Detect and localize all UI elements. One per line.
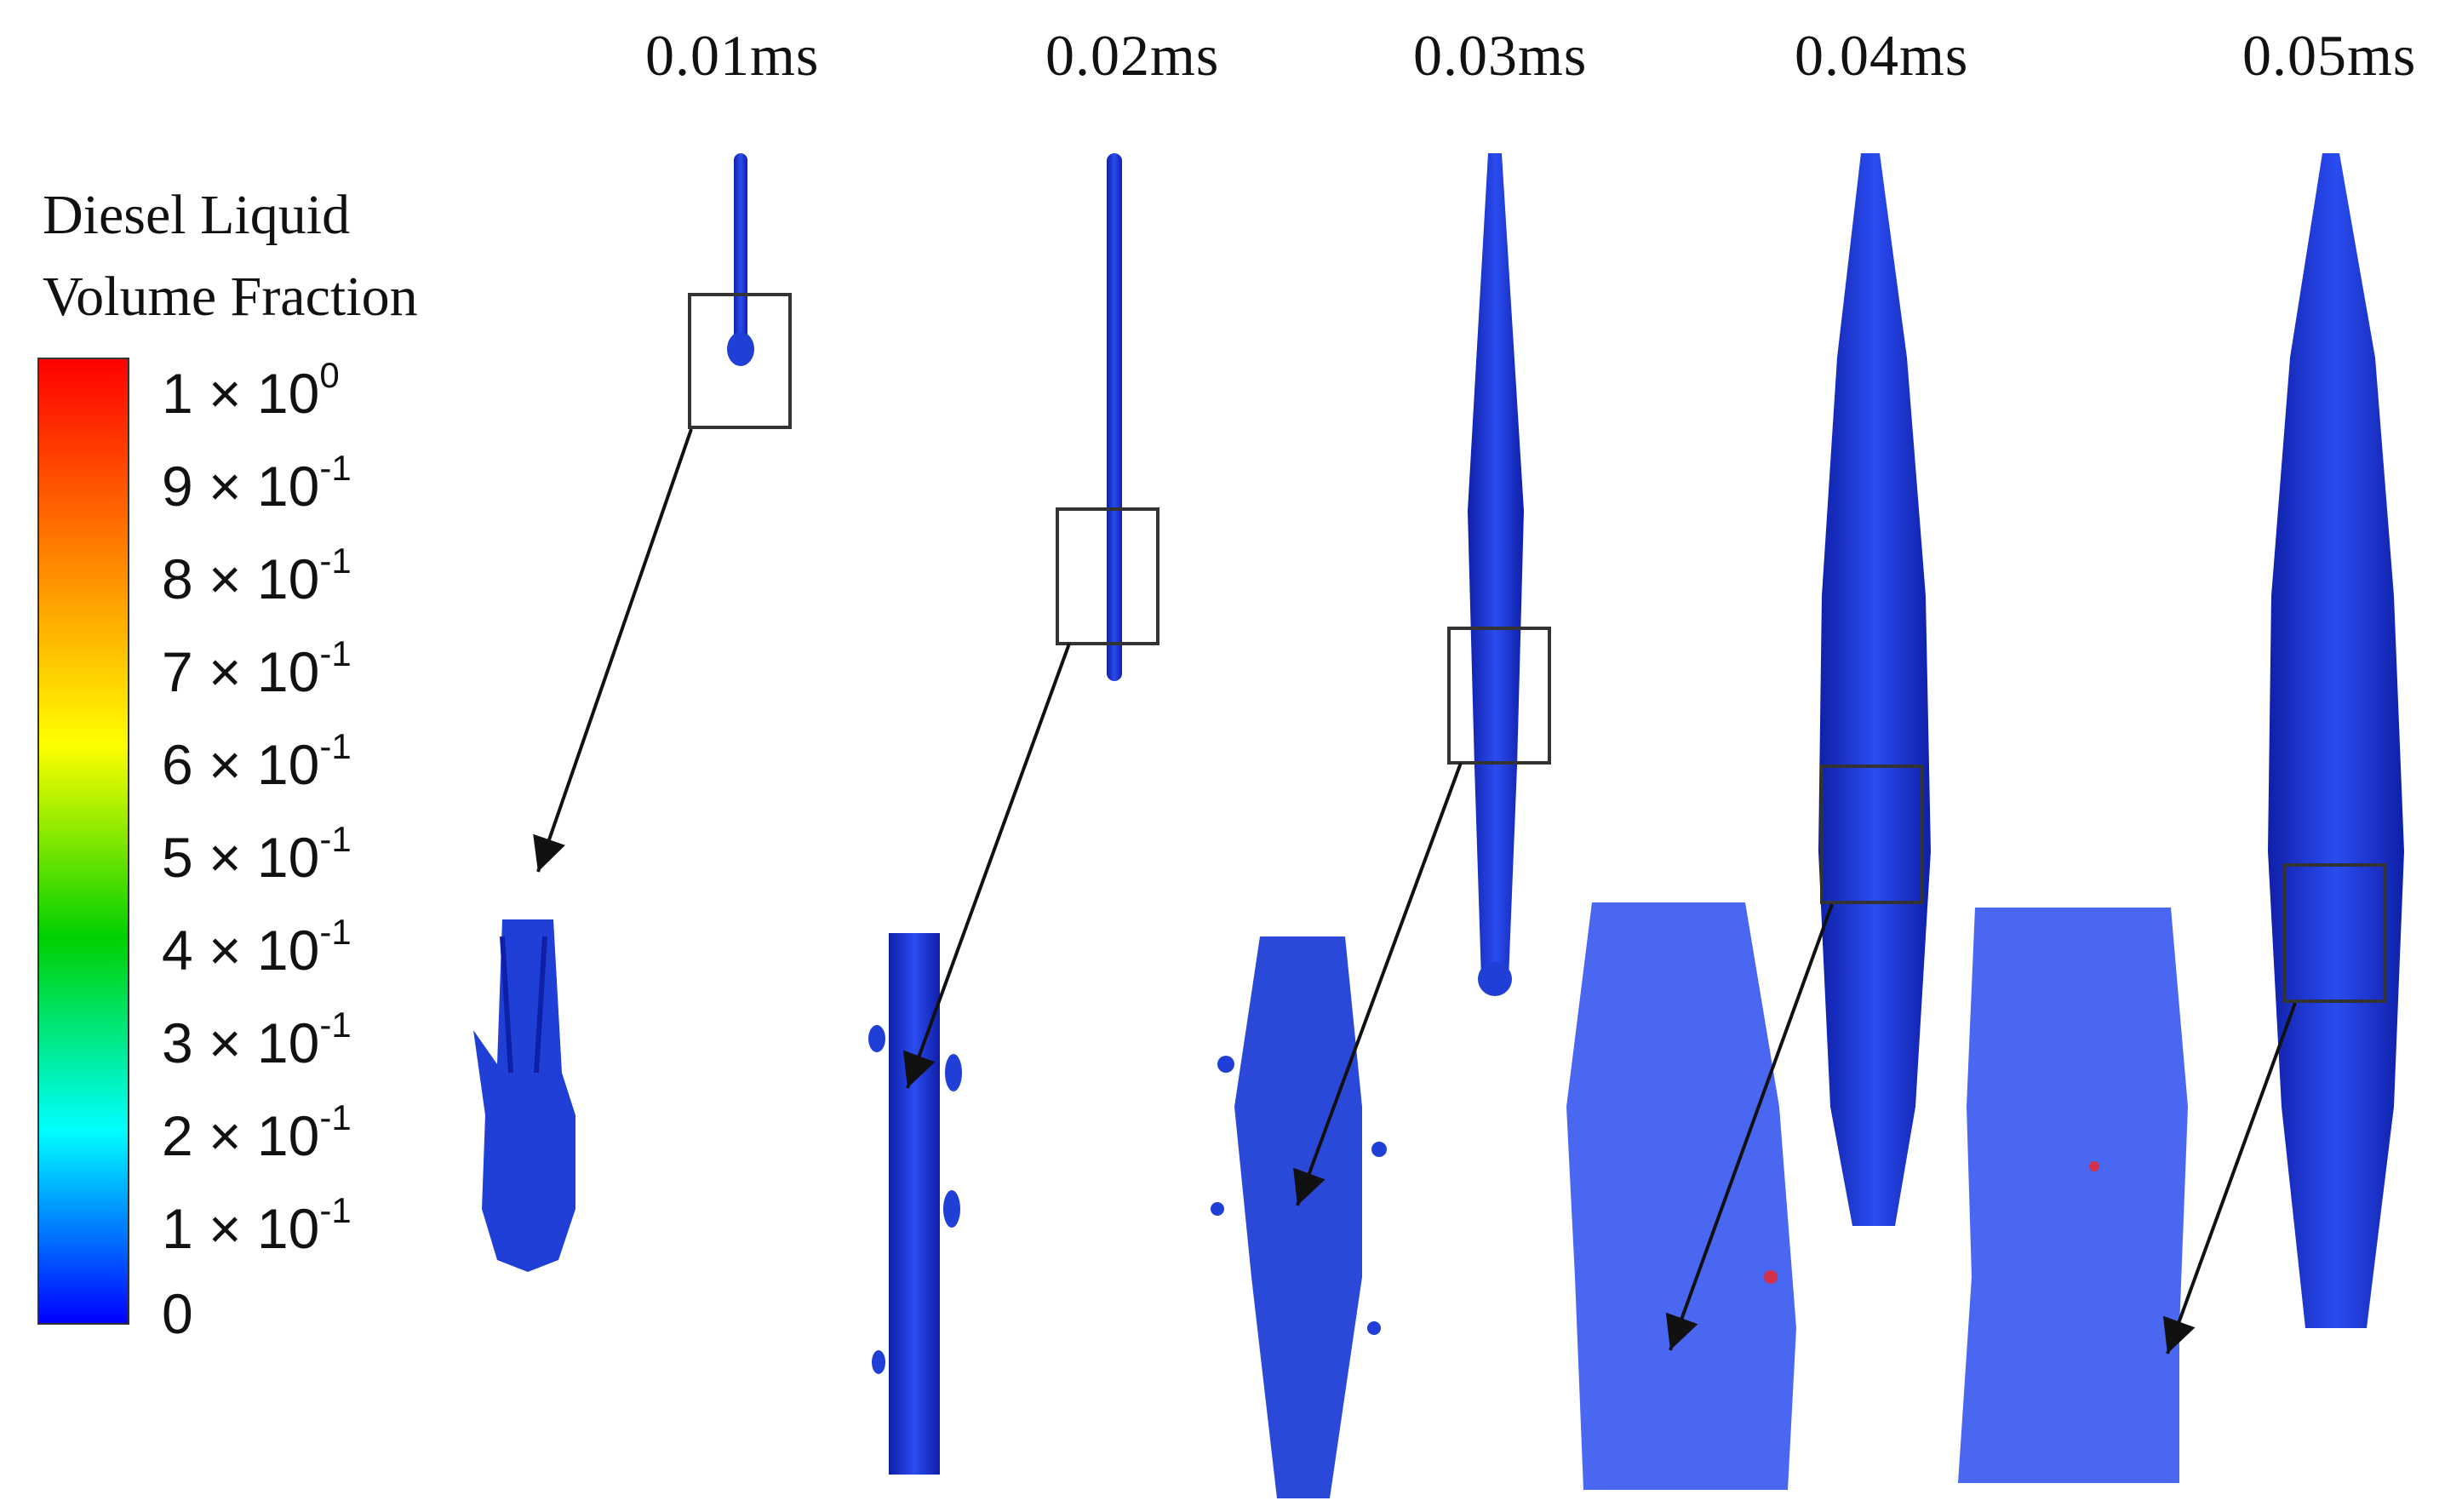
tick-mantissa: 7 × 10 — [162, 640, 320, 703]
tick-exponent: -1 — [319, 819, 352, 859]
zoom-box-0.05ms — [2283, 863, 2387, 1003]
colorbar-tick-label: 3 × 10-1 — [162, 1005, 352, 1074]
zoom-view-0.02ms — [868, 933, 962, 1475]
zoom-view-0.01ms — [473, 919, 575, 1272]
colorbar-tick-label: 1 × 100 — [162, 355, 340, 422]
colorbar-tick-label: 7 × 10-1 — [162, 633, 352, 703]
zoom-arrow-0.05ms — [2162, 1002, 2297, 1354]
tick-mantissa: 3 × 10 — [162, 1011, 320, 1074]
tick-mantissa: 9 × 10 — [162, 455, 320, 518]
spray-0.05ms — [2268, 153, 2404, 1328]
tick-exponent: -1 — [319, 1097, 352, 1137]
spray-0.04ms — [1818, 153, 1931, 1226]
tick-mantissa: 4 × 10 — [162, 919, 320, 982]
time-label-0.04ms: 0.04ms — [1795, 23, 1969, 88]
time-label-0.01ms: 0.01ms — [645, 23, 820, 88]
zoom-view-0.04ms — [1566, 902, 1796, 1490]
tick-mantissa: 0 — [162, 1282, 193, 1345]
tick-exponent: -1 — [319, 1190, 352, 1230]
colorbar — [37, 358, 129, 1325]
colorbar-tick-label: 1 × 10-1 — [162, 1193, 352, 1257]
tick-mantissa: 1 × 10 — [162, 1197, 320, 1260]
legend-title-line2: Volume Fraction — [43, 266, 418, 328]
tick-mantissa: 5 × 10 — [162, 826, 320, 889]
zoom-arrow-0.03ms — [1293, 762, 1463, 1206]
time-label-0.05ms: 0.05ms — [2242, 23, 2417, 88]
zoom-arrow-0.01ms — [533, 428, 693, 873]
colorbar-tick-label: 4 × 10-1 — [162, 912, 352, 979]
zoom-box-0.04ms — [1820, 765, 1924, 904]
zoom-box-0.01ms — [688, 293, 792, 429]
zoom-box-0.02ms — [1056, 507, 1159, 645]
tick-exponent: -1 — [319, 633, 352, 673]
spray-0.01ms — [727, 153, 754, 366]
tick-mantissa: 6 × 10 — [162, 733, 320, 796]
colorbar-tick-label: 2 × 10-1 — [162, 1097, 352, 1167]
tick-exponent: -1 — [319, 448, 352, 488]
tick-mantissa: 2 × 10 — [162, 1104, 320, 1167]
colorbar-tick-label: 5 × 10-1 — [162, 819, 352, 886]
tick-mantissa: 8 × 10 — [162, 547, 320, 610]
spray-0.03ms — [1468, 153, 1524, 996]
time-label-0.03ms: 0.03ms — [1413, 23, 1588, 88]
zoom-view-0.05ms — [1958, 908, 2188, 1483]
tick-exponent: 0 — [319, 355, 340, 395]
zoom-arrow-0.04ms — [1665, 903, 1834, 1351]
colorbar-tick-label: 6 × 10-1 — [162, 729, 352, 793]
spray-0.02ms — [1107, 153, 1122, 681]
time-label-0.02ms: 0.02ms — [1045, 23, 1220, 88]
legend-title-line1: Diesel Liquid — [43, 184, 351, 246]
tick-exponent: -1 — [319, 912, 352, 952]
colorbar-tick-label: 9 × 10-1 — [162, 448, 352, 515]
tick-exponent: -1 — [319, 1005, 352, 1045]
zoom-arrow-0.02ms — [902, 643, 1071, 1089]
zoom-box-0.03ms — [1447, 627, 1551, 765]
tick-exponent: -1 — [319, 541, 352, 581]
tick-exponent: -1 — [319, 726, 352, 766]
tick-mantissa: 1 × 10 — [162, 362, 320, 425]
zoom-view-0.03ms — [1211, 936, 1387, 1498]
colorbar-tick-label: 0 — [162, 1286, 193, 1342]
colorbar-tick-label: 8 × 10-1 — [162, 541, 352, 610]
